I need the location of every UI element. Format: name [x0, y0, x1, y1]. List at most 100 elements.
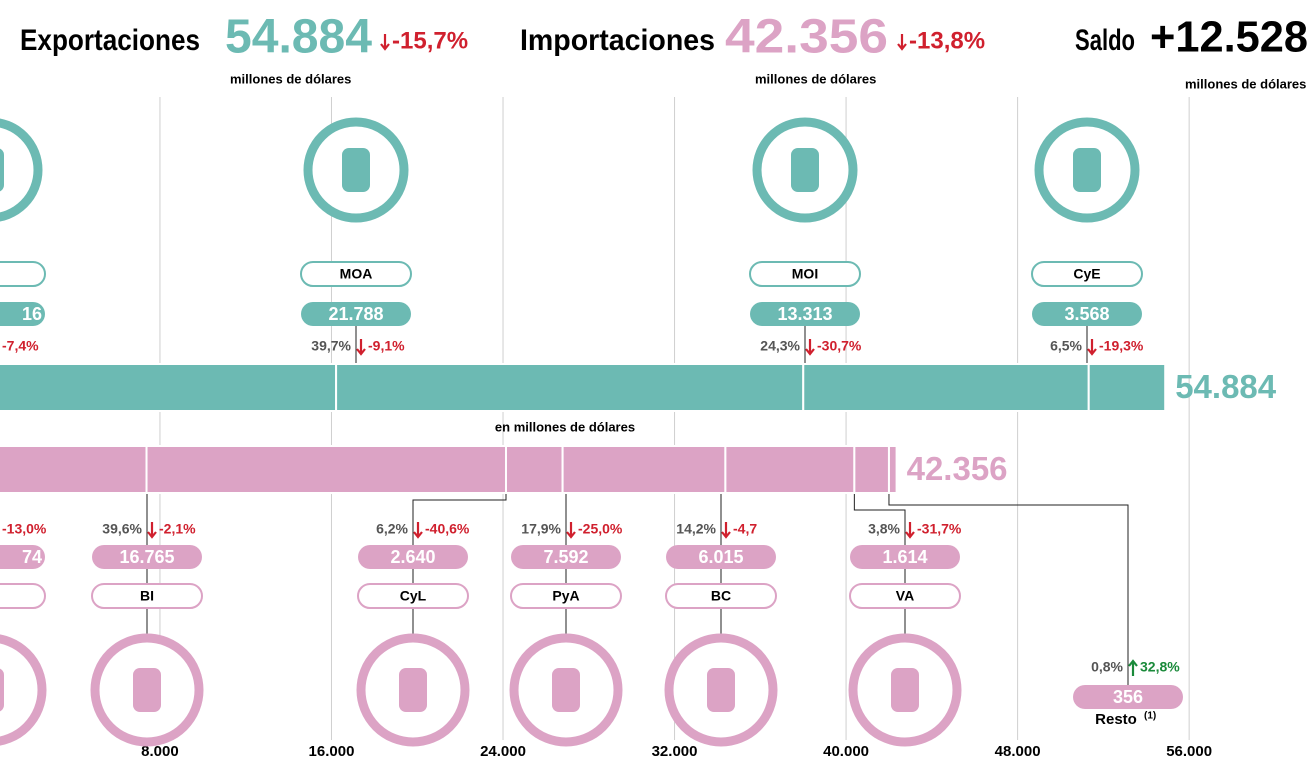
- category-name: CyL: [400, 588, 427, 604]
- name-pill: [665, 583, 777, 609]
- trend-arrow: [897, 34, 907, 51]
- trend-arrow: [356, 339, 366, 356]
- category-icon: [0, 148, 4, 192]
- trend-arrow: [380, 34, 390, 51]
- value-pill: [1032, 302, 1142, 326]
- value-pill: [850, 545, 960, 569]
- share-label: 6,5%: [1050, 338, 1082, 354]
- bar-segment: [0, 363, 338, 412]
- x-tick-label: 48.000: [995, 743, 1041, 760]
- exports-unit: millones de dólares: [230, 71, 351, 86]
- category-icon: [1073, 148, 1101, 192]
- name-pill: [357, 583, 469, 609]
- category-icon: [133, 668, 161, 712]
- balance-value: +12.528: [1150, 13, 1308, 62]
- name-pill: [300, 261, 412, 287]
- value-pill: [301, 302, 411, 326]
- category-name: BI: [140, 588, 154, 604]
- exports-value: 54.884: [225, 11, 372, 64]
- share-label: 39,6%: [102, 521, 142, 537]
- bar-segment: [0, 445, 148, 494]
- change-label: -9,1%: [368, 338, 405, 354]
- bar-total: 54.884: [1175, 368, 1277, 405]
- x-tick-label: 16.000: [309, 743, 355, 760]
- x-tick-label: 56.000: [1166, 743, 1212, 760]
- bar-segment: [1087, 363, 1167, 412]
- share-label: 0,8%: [1091, 659, 1123, 675]
- change-label: -7,4%: [2, 338, 39, 354]
- change-label: -31,7%: [917, 521, 962, 537]
- bar-total: 42.356: [907, 450, 1008, 487]
- trend-arrow: [147, 522, 157, 539]
- name-pill: [849, 583, 961, 609]
- share-label: 6,2%: [376, 521, 408, 537]
- change-label: -4,7: [733, 521, 757, 537]
- value-label: 6.015: [698, 547, 743, 567]
- share-label: 3,8%: [868, 521, 900, 537]
- value-pill: [750, 302, 860, 326]
- name-pill: [91, 583, 203, 609]
- connector: [853, 493, 906, 638]
- name-pill: [0, 261, 46, 287]
- change-label: -2,1%: [159, 521, 196, 537]
- share-label: 24,3%: [760, 338, 800, 354]
- imports-label: Importaciones: [520, 24, 715, 57]
- value-pill: [358, 545, 468, 569]
- category-name: VA: [896, 588, 914, 604]
- share-label: 14,2%: [676, 521, 716, 537]
- trend-arrow: [721, 522, 731, 539]
- category-icon: [342, 148, 370, 192]
- bar-segment: [802, 363, 1090, 412]
- category-name: PyA: [552, 588, 579, 604]
- share-label: 39,7%: [311, 338, 351, 354]
- category-icon: [0, 668, 4, 712]
- category-icon: [707, 668, 735, 712]
- trend-arrow: [1087, 339, 1097, 356]
- bar-segment: [561, 445, 727, 494]
- footnote-ref: (1): [1144, 711, 1156, 722]
- change-label: 32,8%: [1140, 659, 1180, 675]
- share-label: 17,9%: [521, 521, 561, 537]
- imports-value: 42.356: [725, 11, 888, 64]
- change-label: -13,8%: [909, 27, 985, 54]
- change-label: -25,0%: [578, 521, 623, 537]
- value-label: 16: [22, 304, 42, 324]
- category-icon: [552, 668, 580, 712]
- trend-arrow: [805, 339, 815, 356]
- category-icon-ring: [0, 634, 47, 746]
- value-label: 356: [1113, 687, 1143, 707]
- value-label: 3.568: [1064, 304, 1109, 324]
- value-label: 1.614: [882, 547, 927, 567]
- change-label: -15,7%: [392, 27, 468, 54]
- name-pill: [0, 583, 46, 609]
- category-icon: [791, 148, 819, 192]
- value-pill: [1073, 685, 1183, 709]
- change-label: -19,3%: [1099, 338, 1144, 354]
- trend-arrow: [905, 522, 915, 539]
- exports-label: Exportaciones: [20, 24, 200, 57]
- connector: [888, 493, 1129, 685]
- trend-arrow: [566, 522, 576, 539]
- balance-label: Saldo: [1075, 24, 1135, 57]
- x-tick-label: 8.000: [141, 743, 179, 760]
- value-label: 74: [22, 547, 42, 567]
- bar-segment: [504, 445, 564, 494]
- bar-segment: [145, 445, 507, 494]
- category-name: CyE: [1073, 266, 1100, 282]
- trend-arrow: [413, 522, 423, 539]
- change-label: -30,7%: [817, 338, 862, 354]
- category-name: MOI: [792, 266, 818, 282]
- change-label: -40,6%: [425, 521, 470, 537]
- change-label: -13,0%: [2, 521, 47, 537]
- axis-label: en millones de dólares: [495, 419, 635, 434]
- value-pill: [0, 302, 45, 326]
- x-tick-label: 24.000: [480, 743, 526, 760]
- category-icon-ring: [0, 118, 43, 222]
- value-pill: [511, 545, 621, 569]
- value-label: 13.313: [777, 304, 832, 324]
- imports-unit: millones de dólares: [755, 71, 876, 86]
- value-label: 7.592: [543, 547, 588, 567]
- category-name: MOA: [340, 266, 373, 282]
- category-icon: [891, 668, 919, 712]
